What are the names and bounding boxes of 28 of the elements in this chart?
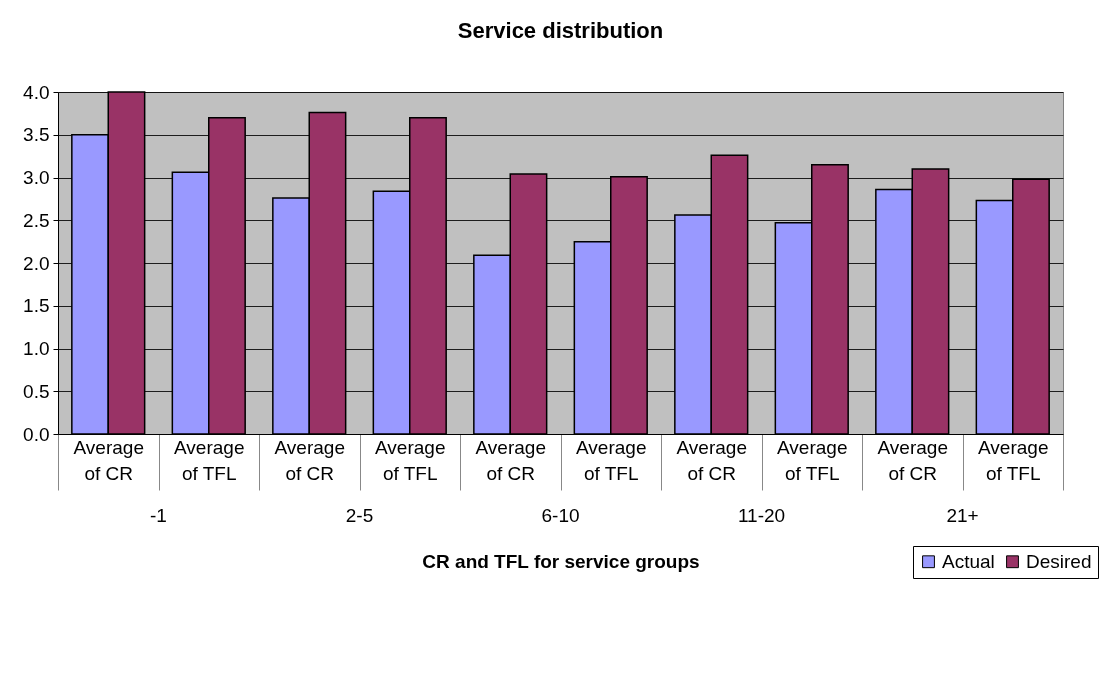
y-tick-label: 0.5 — [23, 380, 50, 402]
y-tick-label: 1.5 — [23, 295, 50, 317]
text: 21+ — [946, 505, 979, 526]
x-tick-label: Average of CR — [73, 436, 144, 484]
y-tick-label: 2.5 — [23, 209, 50, 231]
x-tick-label: Average of CR — [877, 436, 948, 484]
legend-label: Actual — [942, 550, 995, 572]
y-tick-label: 2.0 — [23, 252, 50, 274]
x-tick-label: Average of CR — [676, 436, 747, 484]
y-tick-label: 1.0 — [23, 338, 50, 359]
legend-label: Desired — [1026, 550, 1092, 572]
text: 2-5 — [345, 505, 374, 526]
x-tick-label: Average of CR — [274, 436, 345, 484]
text: 6-10 — [541, 505, 580, 526]
text: -1 — [150, 505, 167, 526]
y-tick-label: 3.5 — [23, 124, 50, 146]
x-tick-label: Average of TFL — [375, 436, 446, 484]
y-tick-label: 0.0 — [23, 423, 50, 445]
chart-title: Service distribution — [457, 18, 664, 43]
y-tick-label: 4.0 — [23, 81, 50, 103]
x-tick-label: Average of TFL — [777, 436, 848, 484]
x-tick-label: Average of TFL — [174, 436, 245, 484]
x-axis-title: CR and TFL for service groups — [422, 551, 700, 572]
x-tick-label: Average of TFL — [978, 436, 1049, 484]
x-tick-label: Average of TFL — [576, 436, 647, 484]
x-tick-label: Average of CR — [475, 436, 546, 484]
text: 11-20 — [737, 505, 786, 526]
y-tick-label: 3.0 — [23, 167, 50, 188]
